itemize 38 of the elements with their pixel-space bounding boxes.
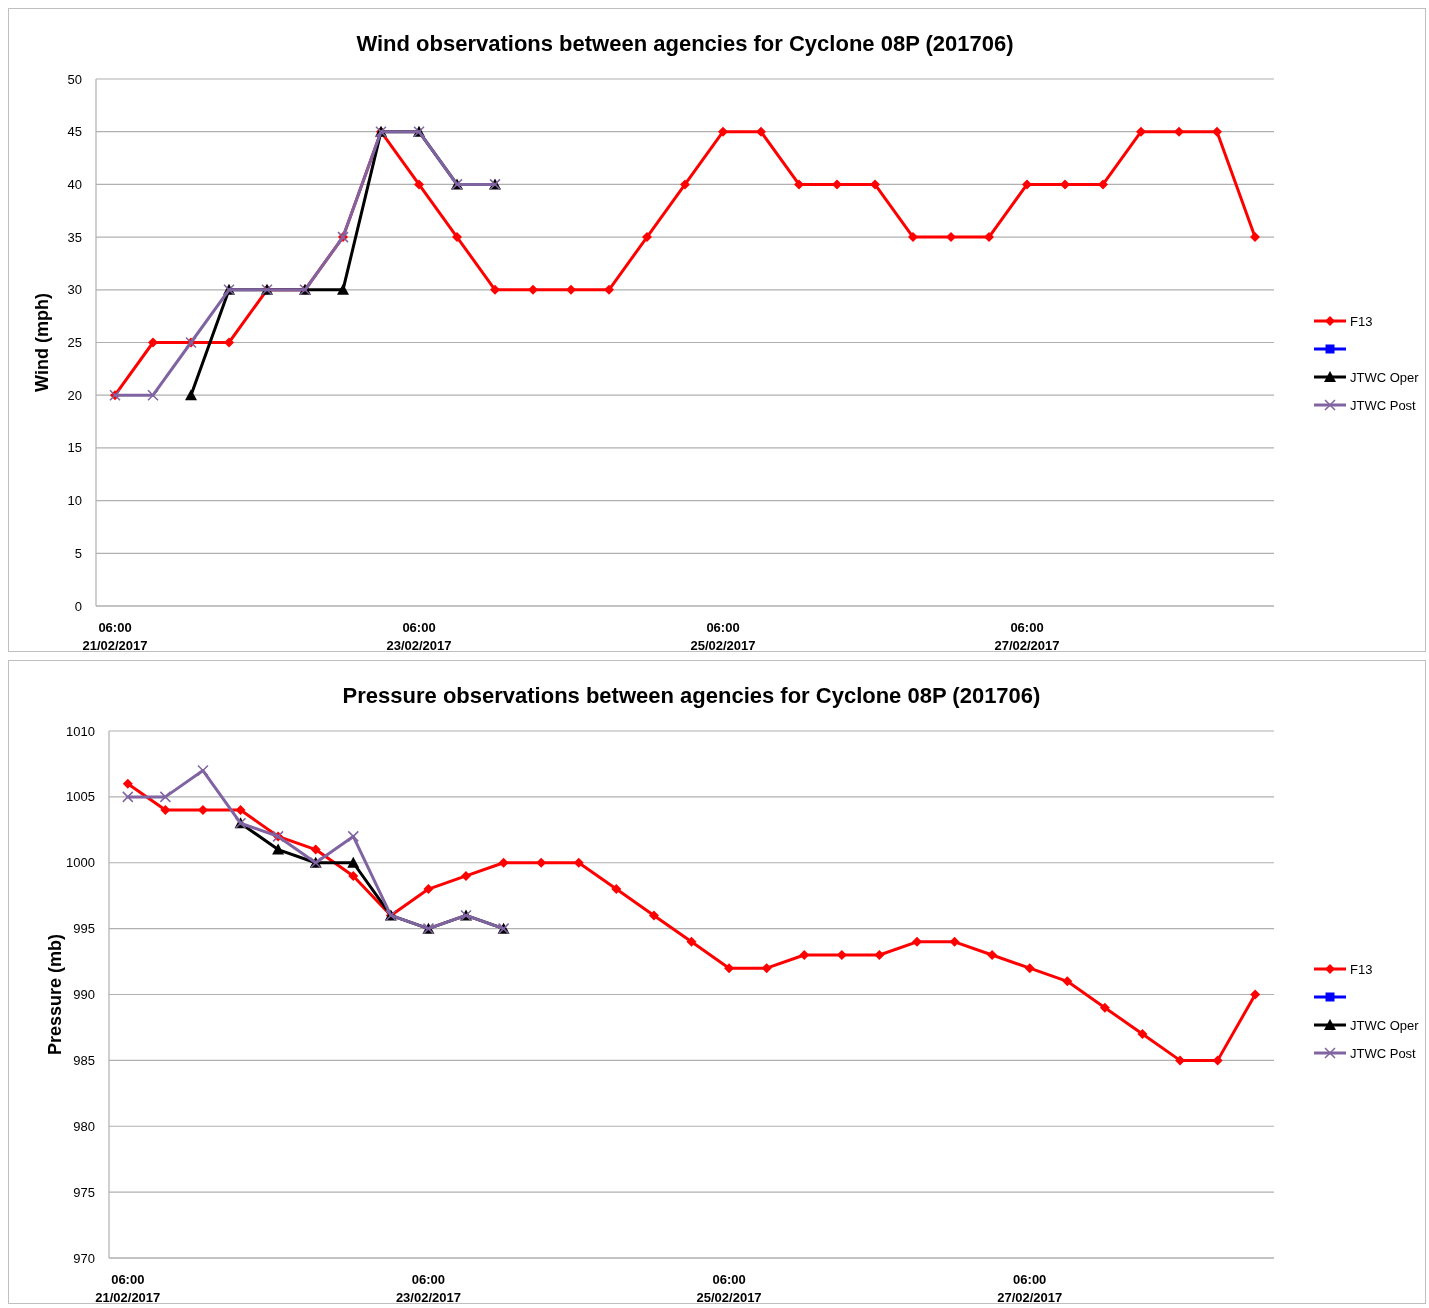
legend-label: F13 xyxy=(1350,961,1373,977)
y-tick-label: 20 xyxy=(67,387,82,403)
y-tick-label: 970 xyxy=(73,1250,95,1266)
chart-title: Wind observations between agencies for Cyclone 08P (201706) xyxy=(356,31,1014,56)
x-tick-label: 06:00 21/02/2017 xyxy=(95,1272,161,1305)
y-tick-label: 995 xyxy=(73,921,95,937)
y-tick-label: 30 xyxy=(67,282,82,298)
x-tick-label: 06:00 21/02/2017 xyxy=(82,620,148,653)
legend-label: JTWC Post xyxy=(1350,397,1417,413)
y-tick-label: 5 xyxy=(74,545,82,561)
y-axis-title: Pressure (mb) xyxy=(45,933,65,1056)
y-axis-title: Wind (mph) xyxy=(32,293,52,392)
x-tick-label: 06:00 27/02/2017 xyxy=(994,620,1060,653)
y-tick-label: 25 xyxy=(67,335,82,351)
y-tick-label: 1005 xyxy=(66,789,95,805)
y-tick-label: 0 xyxy=(74,598,82,614)
x-tick-label: 06:00 25/02/2017 xyxy=(690,620,756,653)
y-tick-label: 10 xyxy=(67,493,82,509)
x-tick-label: 06:00 23/02/2017 xyxy=(395,1272,461,1305)
y-tick-label: 990 xyxy=(73,987,95,1003)
x-tick-label: 06:00 25/02/2017 xyxy=(696,1272,762,1305)
y-tick-label: 985 xyxy=(73,1052,95,1068)
legend-label: JTWC Oper xyxy=(1350,1017,1420,1033)
x-tick-label: 06:00 27/02/2017 xyxy=(997,1272,1063,1305)
y-tick-label: 980 xyxy=(73,1118,95,1134)
y-tick-label: 50 xyxy=(67,71,82,87)
legend-label: JTWC Oper xyxy=(1350,369,1420,385)
y-tick-label: 45 xyxy=(67,124,82,140)
y-tick-label: 35 xyxy=(67,229,82,245)
legend-label: F13 xyxy=(1350,313,1373,329)
legend-label: JTWC Post xyxy=(1350,1045,1417,1061)
y-tick-label: 15 xyxy=(67,440,82,456)
chart-title: Pressure observations between agencies for Cyclone 08P (201706) xyxy=(342,683,1041,708)
y-tick-label: 40 xyxy=(67,176,82,192)
y-tick-label: 1000 xyxy=(66,855,95,871)
y-tick-label: 975 xyxy=(73,1184,95,1200)
y-tick-label: 1010 xyxy=(66,723,95,739)
x-tick-label: 06:00 23/02/2017 xyxy=(386,620,452,653)
